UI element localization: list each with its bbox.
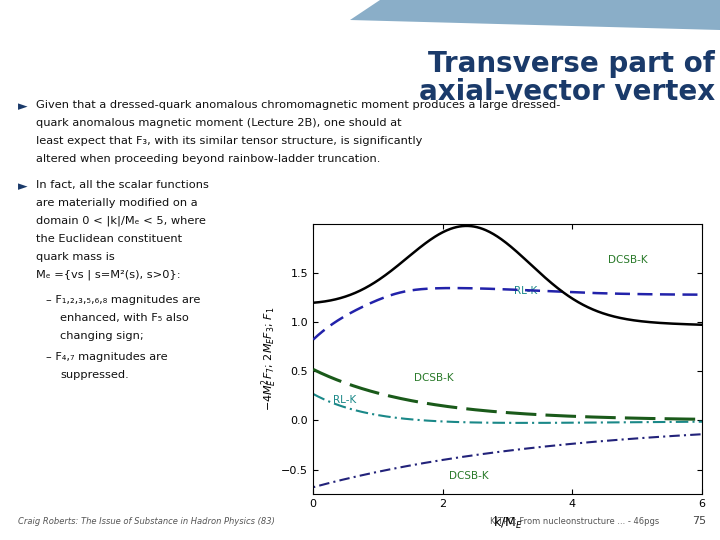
Text: ►: ► <box>18 180 27 193</box>
Text: 75: 75 <box>692 516 706 526</box>
Text: RL-K: RL-K <box>514 286 537 296</box>
Text: DCSB-K: DCSB-K <box>608 255 648 265</box>
Text: quark mass is: quark mass is <box>36 252 114 262</box>
X-axis label: k/M$_E$: k/M$_E$ <box>492 515 523 531</box>
Text: enhanced, with F₅ also: enhanced, with F₅ also <box>60 313 189 323</box>
Text: axial-vector vertex: axial-vector vertex <box>419 78 715 106</box>
Text: the Euclidean constituent: the Euclidean constituent <box>36 234 182 244</box>
Text: are materially modified on a: are materially modified on a <box>36 198 197 208</box>
Text: DCSB-K: DCSB-K <box>413 373 454 383</box>
Polygon shape <box>350 0 720 30</box>
Text: altered when proceeding beyond rainbow-ladder truncation.: altered when proceeding beyond rainbow-l… <box>36 154 380 164</box>
Text: least expect that F₃, with its similar tensor structure, is significantly: least expect that F₃, with its similar t… <box>36 136 423 146</box>
Text: Transverse part of: Transverse part of <box>428 50 715 78</box>
Text: – F₄,₇ magnitudes are: – F₄,₇ magnitudes are <box>46 352 168 362</box>
Text: KITPC: From nucleonstructure ... - 46pgs: KITPC: From nucleonstructure ... - 46pgs <box>490 517 660 526</box>
Text: – F₁,₂,₃,₅,₆,₈ magnitudes are: – F₁,₂,₃,₅,₆,₈ magnitudes are <box>46 295 200 305</box>
Text: Given that a dressed-quark anomalous chromomagnetic moment produces a large dres: Given that a dressed-quark anomalous chr… <box>36 100 560 110</box>
Text: quark anomalous magnetic moment (Lecture 2B), one should at: quark anomalous magnetic moment (Lecture… <box>36 118 402 128</box>
Text: domain 0 < |k|/Mₑ < 5, where: domain 0 < |k|/Mₑ < 5, where <box>36 216 206 226</box>
Text: Craig Roberts: The Issue of Substance in Hadron Physics (83): Craig Roberts: The Issue of Substance in… <box>18 517 275 526</box>
Text: RL-K: RL-K <box>333 395 356 405</box>
Text: changing sign;: changing sign; <box>60 331 144 341</box>
Text: DCSB-K: DCSB-K <box>449 471 489 481</box>
Text: ►: ► <box>18 100 27 113</box>
Y-axis label: $-4M_E^2F_7$; $2M_EF_3$; $F_1$: $-4M_E^2F_7$; $2M_EF_3$; $F_1$ <box>259 307 279 411</box>
Text: In fact, all the scalar functions: In fact, all the scalar functions <box>36 180 209 190</box>
Text: suppressed.: suppressed. <box>60 370 129 380</box>
Text: Mₑ ={vs | s=M²(s), s>0}:: Mₑ ={vs | s=M²(s), s>0}: <box>36 270 181 280</box>
